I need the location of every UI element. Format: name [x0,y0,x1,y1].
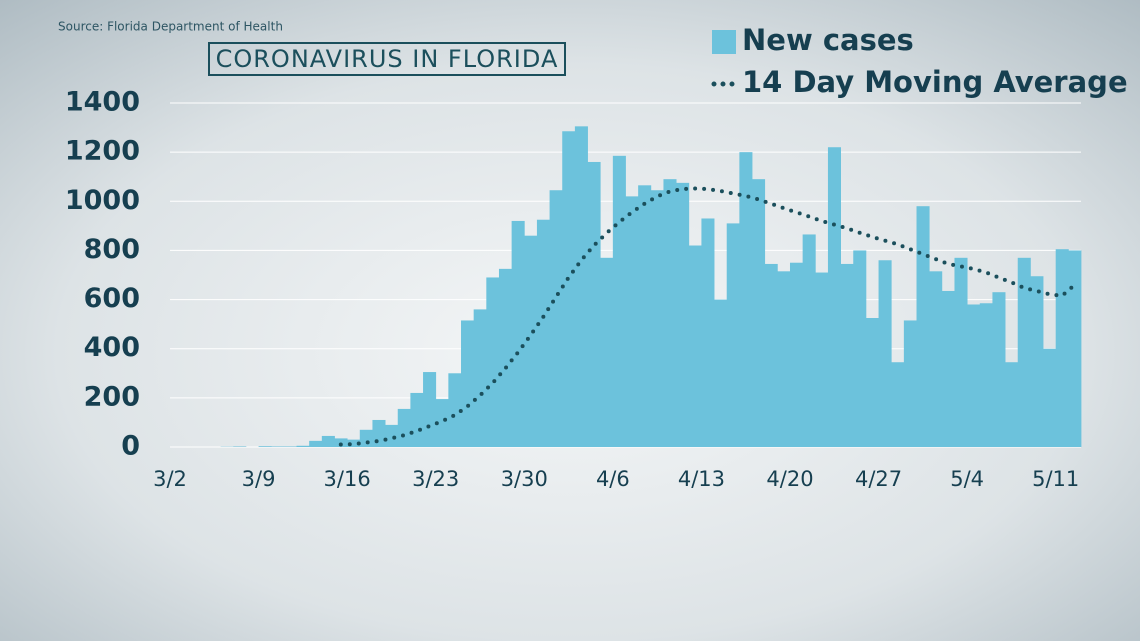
y-tick-label: 600 [84,283,140,314]
bar [1055,249,1069,447]
bar [498,268,513,447]
x-tick-label: 4/20 [766,467,813,491]
bar [461,320,475,447]
x-tick-label: 5/4 [950,467,984,491]
title-box [208,42,566,76]
bar [663,179,677,447]
bar [777,271,791,447]
bar [359,429,373,447]
bar [954,257,968,447]
x-tick-label: 4/6 [596,467,630,491]
y-tick-label: 0 [121,431,140,462]
bar [967,304,981,447]
plot: 0 200 400 600 800 1000 1200 1400 3/2 3/9 3/16 3/23 3… [65,87,1082,491]
bar [764,263,778,447]
x-tick-label: 3/9 [242,467,276,491]
bar [1017,257,1031,447]
bar [1005,362,1019,447]
bar [752,179,766,447]
legend: New cases 14 Day Moving Average [711,23,1128,99]
bar [347,439,361,447]
bar [815,272,829,447]
bar [625,196,639,447]
y-tick-label: 1200 [65,136,140,167]
bar [992,292,1006,447]
bar [562,131,576,447]
bar [511,220,525,447]
bar [688,245,702,447]
bar [423,372,437,447]
bar [650,190,664,447]
bar [385,424,399,447]
x-tick-label: 5/11 [1032,467,1079,491]
bar [1068,250,1082,447]
bar [789,262,804,447]
legend-swatch [712,30,736,54]
bar [739,152,753,447]
bar [600,257,614,447]
bar [258,446,272,447]
y-tick-label: 1400 [65,87,140,118]
bar [549,190,563,447]
bar [587,161,601,447]
bar [701,218,715,447]
x-tick-label: 4/27 [855,467,902,491]
bar [410,392,424,447]
y-tick-label: 1000 [65,185,140,216]
bar [296,445,310,447]
x-tick-label: 3/16 [324,467,371,491]
y-tick-label: 400 [84,332,140,363]
bar [574,126,588,447]
bar [309,440,323,447]
x-tick-label: 3/2 [153,467,187,491]
bar [916,206,930,447]
x-tick-label: 4/13 [678,467,725,491]
bar [929,271,943,447]
bar [941,290,955,447]
y-tick-label: 800 [84,234,140,265]
bar [714,299,728,447]
bar [1043,348,1057,447]
legend-label: 14 Day Moving Average [742,65,1128,99]
source: Source: Florida Department of Health [58,20,283,34]
bar [321,435,335,447]
bar [1030,276,1044,447]
bar [612,155,626,448]
bar [397,408,411,447]
bar [865,318,879,447]
bar [979,303,993,447]
bar [827,147,841,447]
moving-average-line [338,186,1077,447]
bar [473,309,487,447]
x-tick-label: 3/30 [501,467,548,491]
bar [676,182,690,447]
bar [853,250,867,447]
x-tick-label: 3/23 [412,467,459,491]
bar [638,185,652,448]
bar [903,320,917,447]
legend-label: New cases [742,23,914,57]
bar [536,219,550,447]
bar [891,362,905,447]
bar [372,419,386,447]
bar [878,260,892,447]
bar [486,277,500,447]
y-tick-label: 200 [84,381,140,412]
bar [802,234,816,447]
bar [524,235,538,447]
bar [726,223,740,447]
bar [840,263,854,447]
chart-title: CORONAVIRUS IN FLORIDA [216,45,559,73]
bar [435,399,449,447]
bar [448,373,462,447]
